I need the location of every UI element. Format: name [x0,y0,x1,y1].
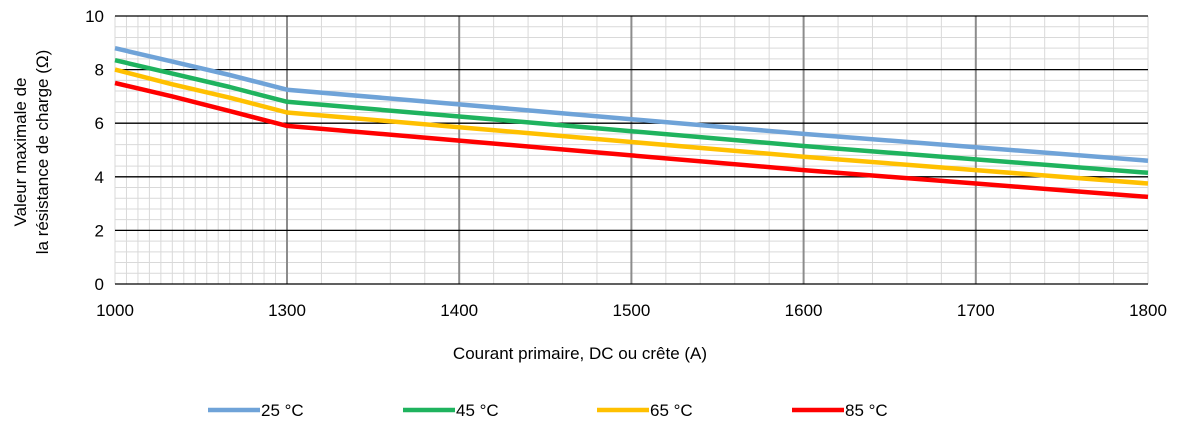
x-axis-tick-labels: 1000 1300 1400 1500 1600 1700 1800 [96,301,1167,320]
major-gridlines [115,15,1148,285]
y-axis-tick-labels: 0 2 4 6 8 10 [85,7,104,294]
x-tick-label-1600: 1600 [785,301,823,320]
x-tick-label-1500: 1500 [612,301,650,320]
x-tick-label-1800: 1800 [1129,301,1167,320]
y-axis-title-line-1: Valeur maximale de [11,78,30,227]
y-tick-label-4: 4 [95,168,104,187]
series-line-1 [114,46,1149,163]
legend: 25 °C 45 °C 65 °C 85 °C [208,401,888,420]
legend-label-2: 45 °C [456,401,499,420]
series-lines [114,46,1149,200]
x-tick-label-1300: 1300 [268,301,306,320]
series-line-4 [114,80,1149,200]
legend-label-1: 25 °C [261,401,304,420]
series-line-3 [114,67,1149,186]
y-tick-label-2: 2 [95,221,104,240]
y-axis-title-line-2: la résistance de charge (Ω) [33,50,52,255]
y-tick-label-6: 6 [95,114,104,133]
x-tick-label-1400: 1400 [440,301,478,320]
y-tick-label-8: 8 [95,61,104,80]
legend-label-3: 65 °C [650,401,693,420]
y-axis-title: Valeur maximale de la résistance de char… [11,50,52,255]
y-tick-label-0: 0 [95,275,104,294]
x-axis-title: Courant primaire, DC ou crête (A) [453,344,707,363]
series-line-2 [114,58,1149,176]
legend-label-4: 85 °C [845,401,888,420]
x-tick-label-1700: 1700 [957,301,995,320]
y-tick-label-10: 10 [85,7,104,26]
x-tick-label-1000: 1000 [96,301,134,320]
